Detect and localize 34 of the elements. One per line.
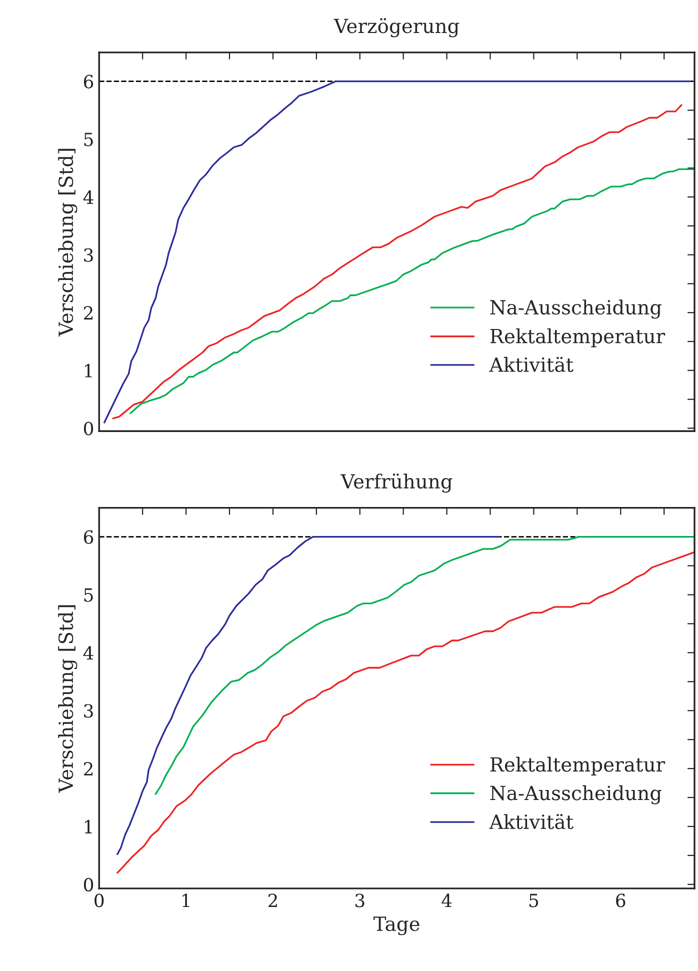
x-tick-label: 4 [442,894,452,908]
y-axis-title: Verschiebung [Std] [58,148,78,336]
x-axis-title: Tage [374,916,420,936]
y-tick-label: 5 [84,132,93,146]
y-tick-label: 3 [84,704,93,718]
x-tick-label: 5 [530,894,538,908]
legend-label: Aktivität [489,356,574,372]
legend-label: Na-Ausscheidung [490,785,662,804]
y-axis-title: Verschiebung [Std] [58,605,78,793]
y-tick-label: 3 [84,248,93,262]
y-tick-label: 4 [83,646,94,660]
y-tick-label: 0 [84,422,94,436]
y-tick-label: 6 [84,530,94,544]
y-tick-label: 0 [84,878,94,892]
x-tick-label: 2 [268,894,277,908]
legend-label: Na-Ausscheidung [490,300,662,319]
line-series [130,168,695,414]
y-tick-label: 4 [83,190,94,204]
x-tick-label: 6 [616,894,626,908]
y-tick-label: 1 [84,364,92,378]
x-tick-label: 3 [356,894,364,908]
y-tick-label: 2 [84,762,92,776]
chart-title: Verfrühung [340,473,452,493]
y-tick-label: 5 [84,588,93,602]
legend-label: Rektaltemperatur [490,328,666,348]
y-tick-label: 6 [84,74,94,88]
legend-label: Aktivität [489,814,574,830]
x-tick-label: 1 [182,894,190,908]
y-tick-label: 2 [84,306,92,320]
y-tick-label: 1 [84,820,92,834]
legend-label: Rektaltemperatur [490,756,666,776]
chart-title: Verzögerung [334,18,460,38]
x-tick-label: 0 [94,894,104,908]
line-series [116,552,694,874]
